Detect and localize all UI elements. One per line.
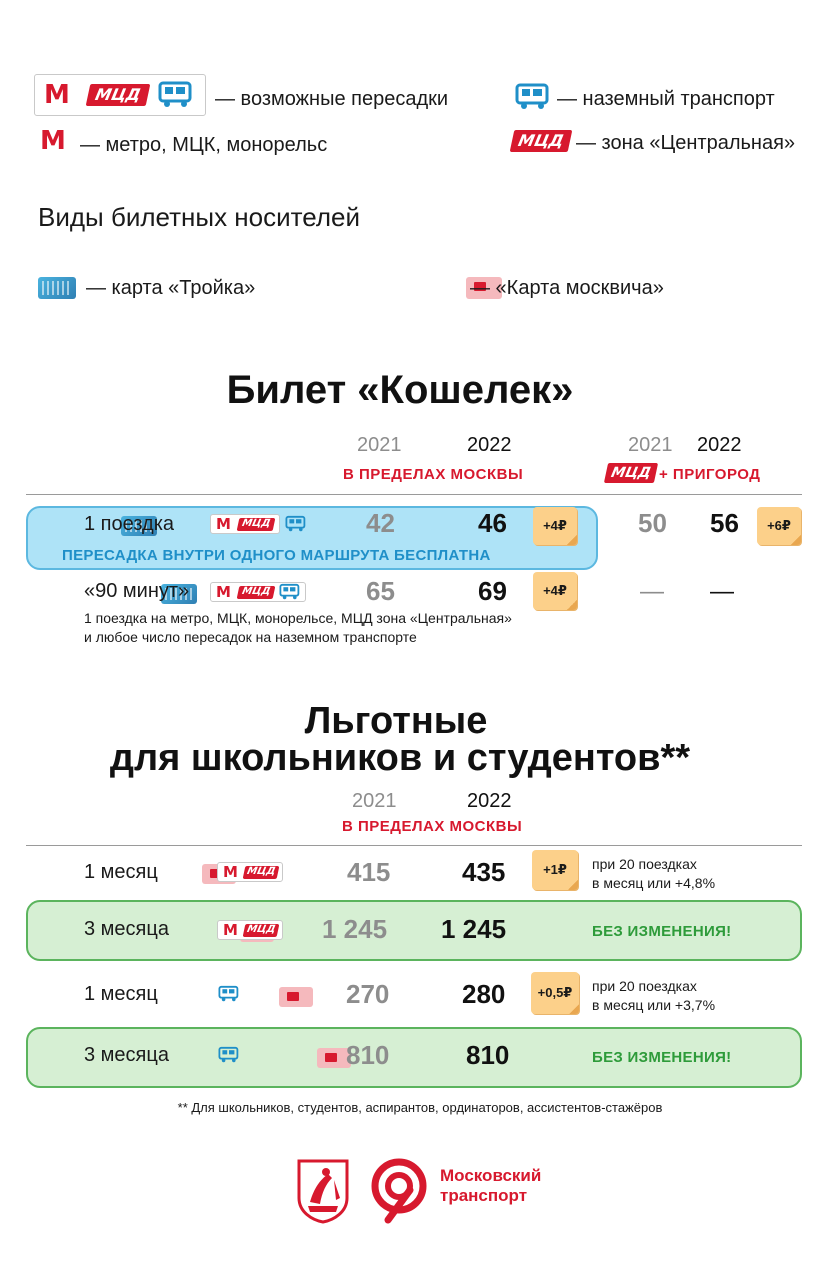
bus-icon	[515, 83, 549, 109]
increase-note: при 20 поездках в месяц или +3,7%	[592, 977, 715, 1015]
legend-ground: — наземный транспорт	[557, 88, 775, 110]
discount-title-line1: Льготные	[304, 700, 488, 742]
bus-icon	[279, 583, 300, 600]
legend-transfers: — возможные пересадки	[215, 88, 449, 110]
moskvich-card-icon	[466, 277, 503, 299]
note-line: при 20 поездках	[592, 978, 697, 994]
suburb-price-2021: —	[640, 578, 664, 605]
mcd-icon: МЦД	[85, 84, 151, 106]
unchanged-label: БЕЗ ИЗМЕНЕНИЯ!	[592, 1049, 732, 1066]
year-2022: 2022	[467, 790, 512, 812]
bus-icon	[158, 81, 192, 107]
price-delta-sticker: +0,5₽	[531, 972, 579, 1014]
price-2022: 1 245	[441, 914, 507, 944]
within-moscow-label: В ПРЕДЕЛАХ МОСКВЫ	[343, 466, 524, 483]
note-line: в месяц или +3,7%	[592, 996, 716, 1013]
row-label: 3 месяца	[84, 1044, 169, 1066]
suburb-price-2022: 56	[710, 508, 739, 538]
carriers-heading: Виды билетных носителей	[38, 202, 361, 232]
price-delta-sticker: +4₽	[533, 572, 577, 610]
note-line: в месяц или +4,8%	[592, 874, 716, 891]
moscow-coat-of-arms-logo	[297, 1159, 349, 1224]
note-line: 1 поездка на метро, МЦК, монорельсе, МЦД…	[84, 610, 512, 626]
discount-title-line2: для школьников и студентов**	[109, 737, 691, 779]
price-2022: 435	[462, 857, 506, 887]
wallet-title: Билет «Кошелек»	[226, 368, 574, 412]
note-line: и любое число пересадок на наземном тран…	[84, 628, 417, 645]
year-2021: 2021	[352, 790, 397, 812]
year-2022: 2022	[467, 434, 512, 456]
year-2022-suburb: 2022	[697, 434, 742, 456]
legend-central-zone: — зона «Центральная»	[576, 132, 796, 154]
brand-line: Московский	[440, 1166, 542, 1185]
metro-icon: М	[216, 583, 231, 601]
mcd-icon: МЦД	[236, 586, 276, 599]
row-label: «90 минут»	[84, 580, 190, 602]
bus-icon	[218, 1046, 239, 1063]
carrier-moskvich: — «Карта москвича»	[470, 277, 664, 299]
price-delta-sticker: +4₽	[533, 507, 577, 545]
within-moscow-label: В ПРЕДЕЛАХ МОСКВЫ	[342, 818, 523, 835]
increase-note: при 20 поездках в месяц или +4,8%	[592, 855, 715, 893]
metro-icon: М	[40, 126, 66, 156]
ninety-minutes-note: 1 поездка на метро, МЦК, монорельсе, МЦД…	[84, 609, 512, 647]
row-label: 1 месяц	[84, 983, 158, 1005]
divider	[26, 494, 802, 495]
price-2022: 69	[478, 576, 507, 606]
price-2021: 415	[347, 857, 391, 887]
moskvich-card-icon	[278, 987, 313, 1007]
metro-icon: М	[44, 80, 70, 110]
bus-icon	[218, 985, 239, 1002]
price-delta-sticker: +1₽	[532, 850, 578, 890]
free-transfer-note: ПЕРЕСАДКА ВНУТРИ ОДНОГО МАРШРУТА БЕСПЛАТ…	[62, 547, 491, 564]
suburb-label: + ПРИГОРОД	[659, 466, 761, 483]
row-label: 1 месяц	[84, 861, 158, 883]
price-2021: 65	[366, 576, 395, 606]
year-2021: 2021	[357, 434, 402, 456]
troika-card-icon	[161, 584, 198, 604]
price-2022: 810	[466, 1040, 510, 1070]
row-label: 3 месяца	[84, 918, 169, 940]
price-2021: 1 245	[322, 914, 388, 944]
metro-icon: М	[223, 863, 238, 881]
mcd-icon: МЦД	[236, 518, 276, 531]
footnote: ** Для школьников, студентов, аспирантов…	[177, 1100, 663, 1115]
troika-card-icon	[38, 277, 76, 299]
moskvich-card-icon	[317, 1048, 352, 1068]
suburb-price-2021: 50	[638, 508, 667, 538]
unchanged-highlight	[26, 1027, 802, 1088]
mcd-icon: МЦД	[242, 866, 280, 879]
unchanged-label: БЕЗ ИЗМЕНЕНИЯ!	[592, 923, 732, 940]
year-2021-suburb: 2021	[628, 434, 673, 456]
moscow-transport-logo	[371, 1158, 427, 1224]
price-2021: 270	[346, 979, 390, 1009]
price-2022: 280	[462, 979, 506, 1009]
carrier-troika: — карта «Тройка»	[86, 277, 256, 299]
price-2021: 810	[346, 1040, 390, 1070]
suburb-price-2022: —	[710, 578, 734, 605]
mcd-icon: МЦД	[603, 463, 659, 483]
price-2021: 42	[366, 508, 395, 538]
row-label: 1 поездка	[84, 513, 175, 535]
price-2022: 46	[478, 508, 507, 538]
troika-card-icon	[120, 516, 157, 536]
note-line: при 20 поездках	[592, 856, 697, 872]
mcd-icon: МЦД	[242, 924, 280, 937]
suburb-delta-sticker: +6₽	[757, 507, 801, 545]
mcd-icon: МЦД	[509, 130, 573, 152]
divider	[26, 845, 802, 846]
bus-icon	[285, 515, 306, 532]
metro-icon: М	[223, 921, 238, 939]
unchanged-highlight	[26, 900, 802, 961]
metro-icon: М	[216, 515, 231, 533]
brand-line: транспорт	[440, 1186, 528, 1206]
legend-metro: — метро, МЦК, монорельс	[80, 134, 328, 156]
brand-name: Московский транспорт	[440, 1166, 541, 1207]
